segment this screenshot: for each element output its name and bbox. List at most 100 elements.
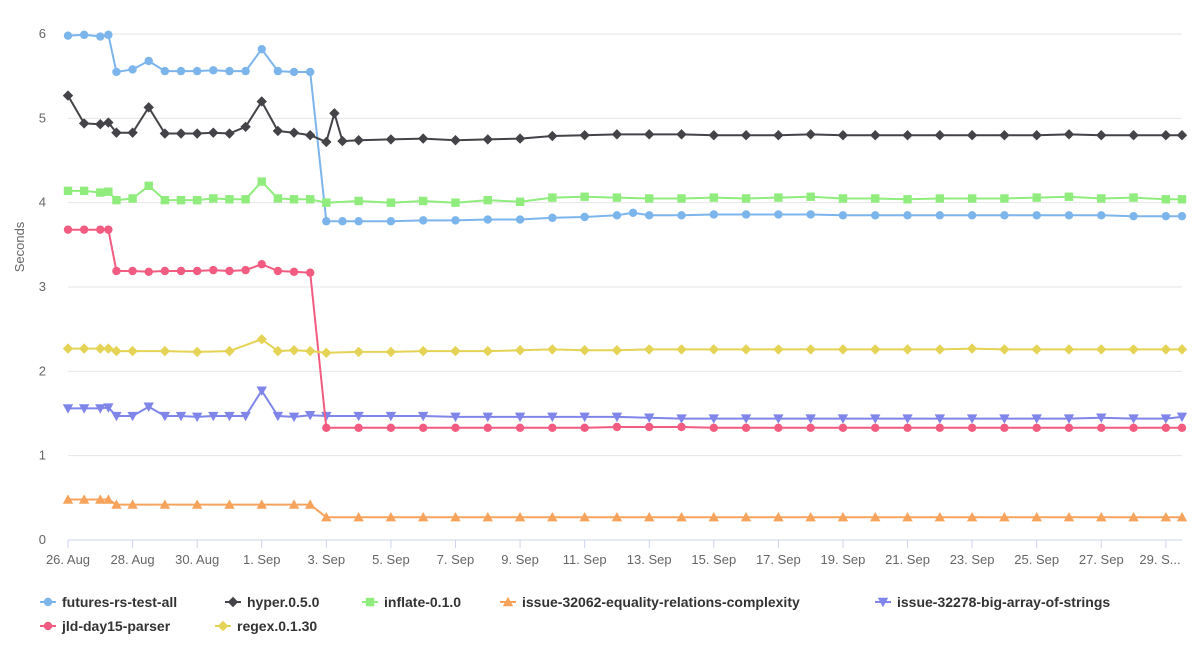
data-point[interactable] <box>1129 211 1138 221</box>
data-point[interactable] <box>709 423 718 433</box>
data-point[interactable] <box>111 345 122 357</box>
data-point[interactable] <box>144 181 153 190</box>
data-point[interactable] <box>241 66 250 76</box>
data-point[interactable] <box>645 194 654 203</box>
data-point[interactable] <box>837 344 849 355</box>
data-point[interactable] <box>740 344 752 355</box>
data-point[interactable] <box>709 210 718 219</box>
data-point[interactable] <box>644 344 655 355</box>
data-point[interactable] <box>1000 211 1009 220</box>
data-point[interactable] <box>256 334 267 345</box>
data-point[interactable] <box>78 343 90 354</box>
data-point[interactable] <box>329 108 340 119</box>
data-point[interactable] <box>870 512 881 522</box>
data-point[interactable] <box>773 130 784 141</box>
data-point[interactable] <box>515 215 525 224</box>
data-point[interactable] <box>288 345 300 356</box>
data-point[interactable] <box>96 188 105 197</box>
data-point[interactable] <box>1177 211 1187 221</box>
data-point[interactable] <box>321 136 332 148</box>
data-point[interactable] <box>111 411 122 422</box>
data-point[interactable] <box>191 412 203 423</box>
data-point[interactable] <box>104 30 113 40</box>
data-point[interactable] <box>966 130 978 141</box>
data-point[interactable] <box>1097 211 1106 220</box>
data-point[interactable] <box>103 494 114 504</box>
data-point[interactable] <box>514 512 526 522</box>
data-point[interactable] <box>175 128 187 139</box>
data-point[interactable] <box>176 195 186 205</box>
data-point[interactable] <box>175 411 187 422</box>
data-point[interactable] <box>677 211 686 220</box>
data-point[interactable] <box>903 195 912 204</box>
data-point[interactable] <box>305 67 315 77</box>
data-point[interactable] <box>225 266 234 276</box>
series-line[interactable] <box>67 33 1182 223</box>
data-point[interactable] <box>79 225 89 234</box>
data-point[interactable] <box>257 177 266 186</box>
data-point[interactable] <box>191 128 203 139</box>
data-point[interactable] <box>176 66 186 76</box>
data-point[interactable] <box>902 344 913 355</box>
data-point[interactable] <box>160 66 170 76</box>
data-point[interactable] <box>837 414 849 424</box>
data-point[interactable] <box>417 411 429 422</box>
data-point[interactable] <box>62 90 74 101</box>
data-point[interactable] <box>386 423 396 433</box>
data-point[interactable] <box>144 56 153 66</box>
data-point[interactable] <box>305 268 315 277</box>
legend-item[interactable]: regex.0.1.30 <box>215 618 317 634</box>
data-point[interactable] <box>128 194 137 203</box>
data-point[interactable] <box>903 423 912 433</box>
data-point[interactable] <box>547 344 558 355</box>
data-point[interactable] <box>1160 344 1172 355</box>
data-point[interactable] <box>806 210 815 219</box>
data-point[interactable] <box>288 127 300 138</box>
data-point[interactable] <box>708 344 719 355</box>
data-point[interactable] <box>1176 412 1188 423</box>
data-point[interactable] <box>547 512 558 522</box>
data-point[interactable] <box>514 345 526 356</box>
data-point[interactable] <box>103 117 114 128</box>
data-point[interactable] <box>417 133 429 144</box>
data-point[interactable] <box>612 422 622 432</box>
data-point[interactable] <box>611 345 623 356</box>
data-point[interactable] <box>677 194 686 203</box>
data-point[interactable] <box>288 499 300 509</box>
data-point[interactable] <box>225 195 234 204</box>
data-point[interactable] <box>95 494 106 504</box>
data-point[interactable] <box>208 127 219 138</box>
series-line[interactable] <box>68 389 1183 420</box>
data-point[interactable] <box>838 211 848 220</box>
data-point[interactable] <box>272 345 284 357</box>
data-point[interactable] <box>127 127 138 138</box>
data-point[interactable] <box>676 414 687 424</box>
data-point[interactable] <box>304 499 316 509</box>
data-point[interactable] <box>741 423 751 433</box>
data-point[interactable] <box>579 412 590 423</box>
legend-item[interactable]: inflate-0.1.0 <box>362 594 461 610</box>
series-line[interactable] <box>68 228 1182 429</box>
data-point[interactable] <box>806 192 815 201</box>
data-point[interactable] <box>870 414 881 424</box>
data-point[interactable] <box>514 412 526 423</box>
data-point[interactable] <box>273 194 283 203</box>
data-point[interactable] <box>1160 512 1172 522</box>
data-point[interactable] <box>676 344 687 355</box>
data-point[interactable] <box>353 512 364 522</box>
data-point[interactable] <box>354 423 363 433</box>
data-point[interactable] <box>257 260 266 269</box>
data-point[interactable] <box>224 411 235 422</box>
data-point[interactable] <box>611 512 623 522</box>
data-point[interactable] <box>838 423 848 433</box>
data-point[interactable] <box>95 343 106 354</box>
data-point[interactable] <box>176 266 186 276</box>
data-point[interactable] <box>209 265 218 275</box>
data-point[interactable] <box>337 135 348 147</box>
data-point[interactable] <box>837 512 849 522</box>
data-point[interactable] <box>871 211 880 220</box>
data-point[interactable] <box>644 512 655 522</box>
data-point[interactable] <box>1064 192 1074 201</box>
data-point[interactable] <box>322 198 331 207</box>
data-point[interactable] <box>999 130 1010 141</box>
